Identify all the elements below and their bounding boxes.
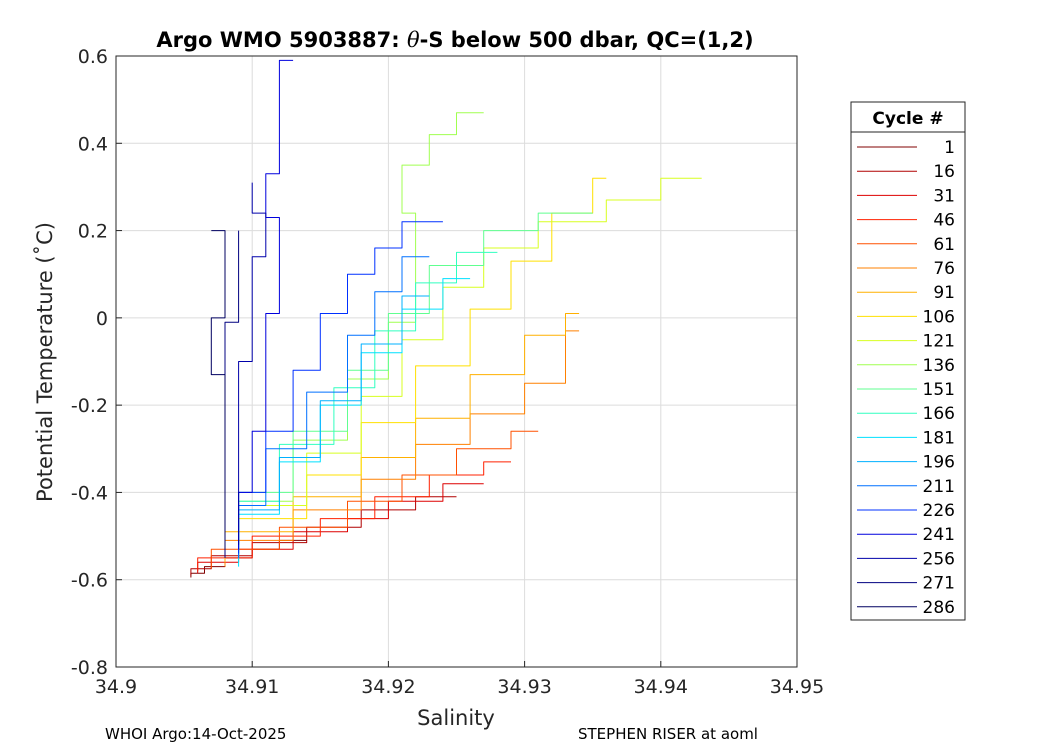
legend-entry-166: 166 [857,404,955,424]
y-tick-label: -0.2 [71,395,108,417]
legend-entry-181: 181 [857,428,955,448]
legend: Cycle # 11631466176911061211361511661811… [850,101,966,621]
series-cycle-181 [238,278,471,567]
legend-title: Cycle # [872,109,943,129]
y-tick-label: 0.4 [78,133,108,155]
legend-entry-106: 106 [857,307,955,327]
x-tick-label: 34.95 [770,676,824,698]
legend-entry-1: 1 [857,138,955,158]
legend-label: 166 [923,404,955,424]
legend-entry-226: 226 [857,501,955,521]
series-cycle-256 [238,182,267,545]
legend-label: 31 [933,186,955,206]
series-cycle-211 [238,256,430,558]
x-axis-label: Salinity [417,706,495,730]
title-theta: θ [407,28,420,52]
legend-entry-61: 61 [857,235,955,255]
legend-label: 256 [923,549,955,569]
footer-left: WHOI Argo:14-Oct-2025 [105,725,287,743]
series-cycle-61 [210,430,539,569]
legend-label: 61 [933,235,955,255]
y-tick-label: -0.4 [71,482,108,504]
x-tick-label: 34.94 [634,676,688,698]
legend-entry-16: 16 [857,162,955,182]
x-tick-label: 34.91 [225,676,279,698]
x-tick-label: 34.9 [95,676,137,698]
legend-label: 106 [923,307,955,327]
y-tick-label: -0.8 [71,657,108,679]
legend-label: 16 [933,162,955,182]
y-tick-label: 0 [96,308,108,330]
x-tick-label: 34.93 [497,676,551,698]
legend-entry-136: 136 [857,356,955,376]
legend-entry-271: 271 [857,574,955,594]
legend-box [850,101,966,621]
legend-label: 136 [923,356,955,376]
y-tick-label: 0.6 [78,46,108,68]
legend-entry-121: 121 [857,332,955,352]
title-prefix: Argo WMO 5903887: [156,28,407,52]
legend-entry-196: 196 [857,453,955,473]
legend-label: 46 [933,211,955,231]
series-cycle-46 [197,461,511,571]
legend-label: 121 [923,332,955,352]
legend-entry-211: 211 [857,477,955,497]
y-axis-label: Potential Temperature (˚C) [33,222,57,502]
legend-entries: 1 16 31 46 61 76 91 106 121 136 151 166 181 196 211 226… [857,138,955,618]
legend-entry-31: 31 [857,186,955,206]
series-cycle-286 [210,230,226,550]
x-tick-label: 34.92 [361,676,415,698]
series-cycle-226 [238,221,443,554]
axis-ticks: 34.9 34.91 34.92 34.93 34.94 34.95 -0.8 -0.6 -0.… [71,46,824,698]
legend-label: 181 [923,428,955,448]
legend-entry-256: 256 [857,549,955,569]
legend-entry-241: 241 [857,525,955,545]
y-tick-label: 0.2 [78,221,108,243]
legend-label: 91 [933,283,955,303]
series-cycle-196 [238,295,430,558]
legend-label: 226 [923,501,955,521]
legend-label: 211 [923,477,955,497]
legend-label: 196 [923,453,955,473]
series-cycle-151 [238,212,593,545]
legend-label: 151 [923,380,955,400]
legend-entry-151: 151 [857,380,955,400]
y-tick-label: -0.6 [71,570,108,592]
legend-label: 1 [944,138,955,158]
legend-entry-76: 76 [857,259,955,279]
legend-entry-46: 46 [857,211,955,231]
legend-label: 76 [933,259,955,279]
plot-frame [115,55,798,668]
plot-area [116,56,797,667]
legend-label: 286 [923,598,955,618]
legend-label: 271 [923,574,955,594]
title-suffix: -S below 500 dbar, QC=(1,2) [420,28,754,52]
series-cycle-241 [238,59,294,550]
legend-entry-91: 91 [857,283,955,303]
legend-label: 241 [923,525,955,545]
chart-title: Argo WMO 5903887: θ-S below 500 dbar, QC… [156,28,753,52]
footer-right: STEPHEN RISER at aoml [578,725,758,743]
legend-entry-286: 286 [857,598,955,618]
series-layer [190,59,702,578]
